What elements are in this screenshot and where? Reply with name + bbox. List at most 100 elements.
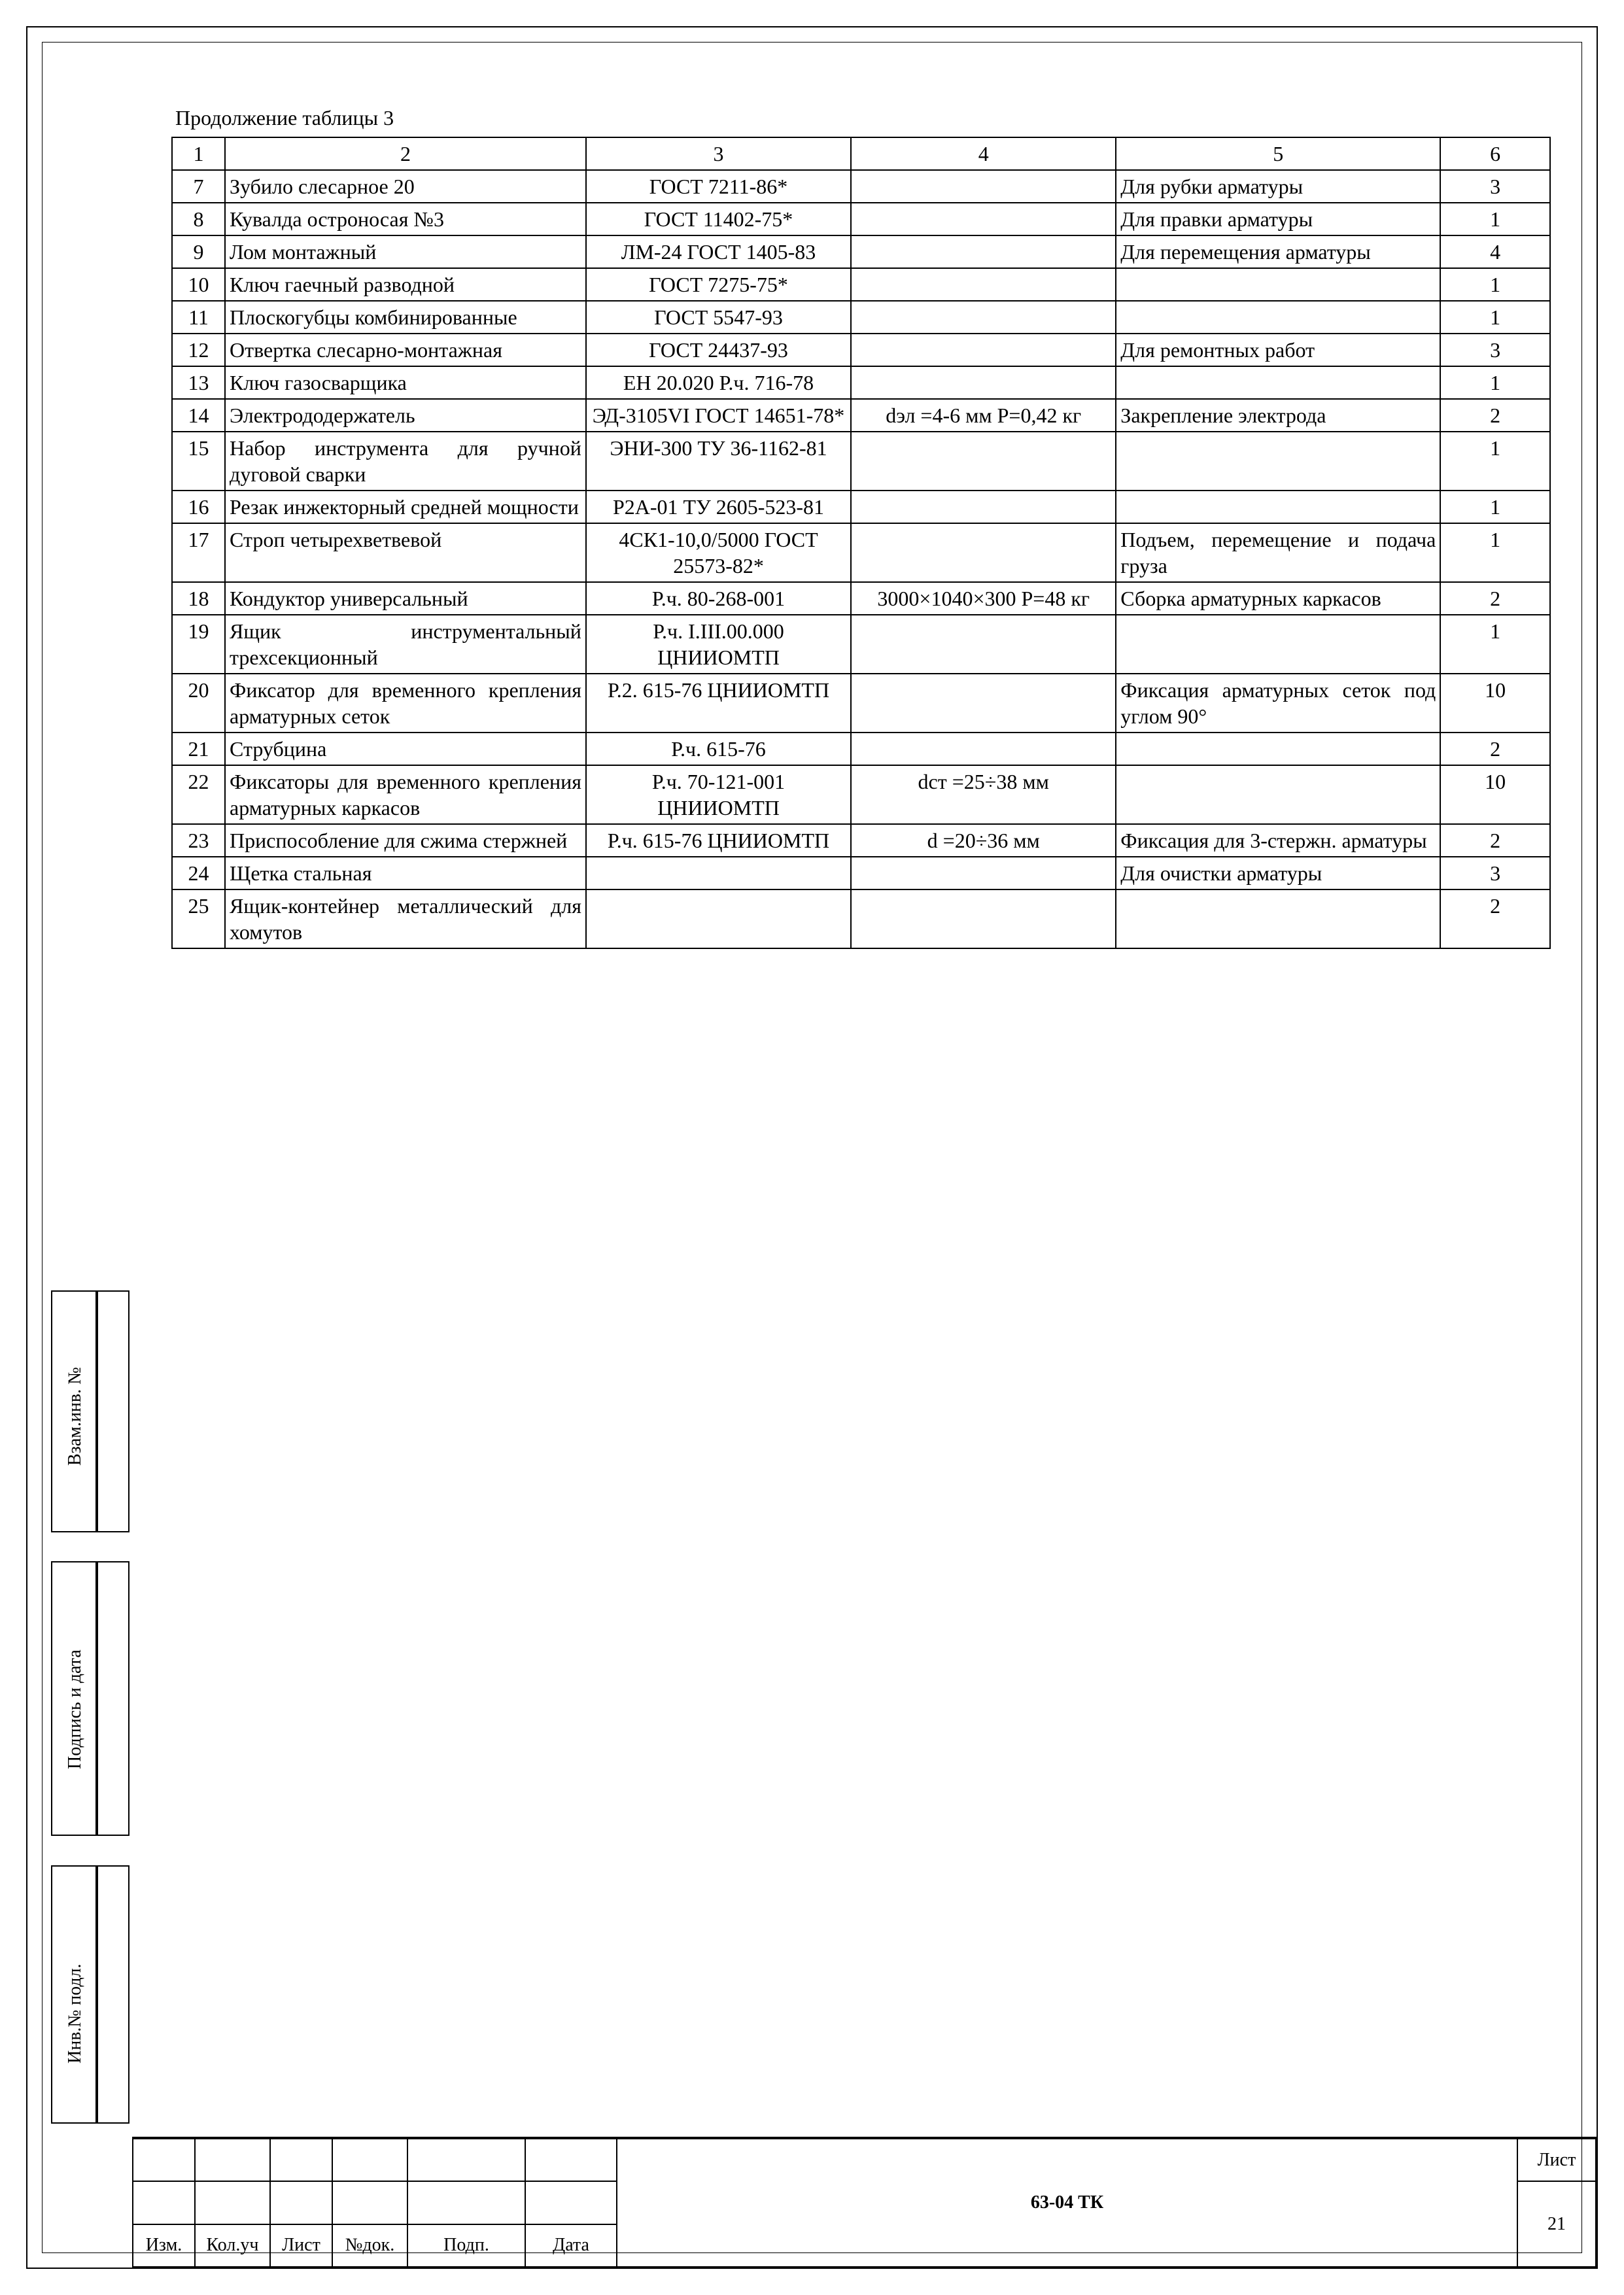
row-qty: 10 — [1440, 674, 1550, 733]
row-gost: Р.ч. 615-76 ЦНИИОМТП — [586, 824, 851, 857]
table-row: 9Лом монтажныйЛМ-24 ГОСТ 1405-83Для пере… — [172, 235, 1550, 268]
row-qty: 2 — [1440, 399, 1550, 432]
row-dim: dэл =4-6 мм Р=0,42 кг — [851, 399, 1116, 432]
row-dim: dст =25÷38 мм — [851, 765, 1116, 824]
row-dim — [851, 334, 1116, 366]
row-num: 16 — [172, 491, 225, 523]
row-purpose: Подъем, перемещение и подача груза — [1116, 523, 1440, 582]
row-num: 7 — [172, 170, 225, 203]
tb-cell-blank — [133, 2139, 195, 2181]
table-row: 21СтрубцинаР.ч. 615-762 — [172, 733, 1550, 765]
row-purpose: Для ремонтных работ — [1116, 334, 1440, 366]
row-purpose — [1116, 765, 1440, 824]
row-gost — [586, 889, 851, 948]
row-dim — [851, 268, 1116, 301]
table-row: 17Строп четырехветвевой4СК1-10,0/5000 ГО… — [172, 523, 1550, 582]
table-row: 7Зубило слесарное 20ГОСТ 7211-86*Для руб… — [172, 170, 1550, 203]
row-name: Фиксатор для временного крепления армату… — [225, 674, 586, 733]
row-num: 14 — [172, 399, 225, 432]
title-block-table: 63-04 ТК Лист 21 Изм. Кол.уч Лист №док — [132, 2138, 1597, 2268]
row-purpose: Для правки арматуры — [1116, 203, 1440, 235]
sidebar-label-inv-podl: Инв.№ подл. — [65, 1926, 86, 2063]
sheet-label: Лист — [1517, 2139, 1596, 2181]
page-frame: Продолжение таблицы 3 1 2 3 4 5 6 7Зубил… — [26, 26, 1598, 2269]
sidebar-label-podpis-data: Подпись и дата — [65, 1632, 86, 1769]
row-qty: 4 — [1440, 235, 1550, 268]
row-name: Ящик инструментальный трехсекционный — [225, 615, 586, 674]
row-qty: 3 — [1440, 857, 1550, 889]
sidebar-block-vzam-inv: Взам.инв. № — [51, 1290, 97, 1532]
row-name: Кувалда остроносая №3 — [225, 203, 586, 235]
table-row: 23Приспособление для сжима стержнейР.ч. … — [172, 824, 1550, 857]
row-name: Зубило слесарное 20 — [225, 170, 586, 203]
row-num: 18 — [172, 582, 225, 615]
row-name: Струбцина — [225, 733, 586, 765]
row-purpose — [1116, 268, 1440, 301]
row-purpose — [1116, 366, 1440, 399]
table-row: 11Плоскогубцы комбинированныеГОСТ 5547-9… — [172, 301, 1550, 334]
row-purpose — [1116, 491, 1440, 523]
row-gost: Р.ч. 80-268-001 — [586, 582, 851, 615]
tb-cell-blank — [525, 2139, 617, 2181]
row-num: 15 — [172, 432, 225, 491]
row-purpose: Для очистки арматуры — [1116, 857, 1440, 889]
title-block: 63-04 ТК Лист 21 Изм. Кол.уч Лист №док — [132, 2137, 1597, 2268]
doc-code: 63-04 ТК — [617, 2139, 1517, 2267]
header-cell-4: 4 — [851, 137, 1116, 170]
row-gost: Р.ч. 70-121-001 ЦНИИОМТП — [586, 765, 851, 824]
row-name: Набор инструмента для ручной дуговой сва… — [225, 432, 586, 491]
row-num: 17 — [172, 523, 225, 582]
row-num: 23 — [172, 824, 225, 857]
sidebar-field-podpis-data — [97, 1561, 130, 1836]
row-qty: 1 — [1440, 523, 1550, 582]
row-gost: ЭНИ-300 ТУ 36-1162-81 — [586, 432, 851, 491]
row-name: Ключ гаечный разводной — [225, 268, 586, 301]
row-dim — [851, 301, 1116, 334]
row-name: Строп четырехветвевой — [225, 523, 586, 582]
row-name: Резак инжекторный средней мощности — [225, 491, 586, 523]
row-dim — [851, 366, 1116, 399]
row-gost: ГОСТ 11402-75* — [586, 203, 851, 235]
tb-cell-blank — [407, 2181, 525, 2224]
row-qty: 2 — [1440, 824, 1550, 857]
table-row: 13Ключ газосварщикаЕН 20.020 Р.ч. 716-78… — [172, 366, 1550, 399]
row-dim — [851, 491, 1116, 523]
row-name: Отвертка слесарно-монтажная — [225, 334, 586, 366]
header-cell-5: 5 — [1116, 137, 1440, 170]
row-name: Кондуктор универсальный — [225, 582, 586, 615]
row-qty: 1 — [1440, 301, 1550, 334]
row-num: 8 — [172, 203, 225, 235]
row-purpose: Фиксация для 3-стержн. арматуры — [1116, 824, 1440, 857]
row-gost: ЛМ-24 ГОСТ 1405-83 — [586, 235, 851, 268]
row-qty: 1 — [1440, 203, 1550, 235]
sidebar-block-inv-podl: Инв.№ подл. — [51, 1865, 97, 2124]
row-num: 22 — [172, 765, 225, 824]
row-dim — [851, 615, 1116, 674]
row-qty: 2 — [1440, 889, 1550, 948]
row-dim — [851, 889, 1116, 948]
row-gost: Р.ч. I.III.00.000 ЦНИИОМТП — [586, 615, 851, 674]
row-num: 21 — [172, 733, 225, 765]
table-row: 19Ящик инструментальный трехсекционныйР.… — [172, 615, 1550, 674]
row-qty: 1 — [1440, 268, 1550, 301]
row-num: 13 — [172, 366, 225, 399]
content-area: Продолжение таблицы 3 1 2 3 4 5 6 7Зубил… — [171, 106, 1551, 2084]
row-num: 19 — [172, 615, 225, 674]
table-header-row: 1 2 3 4 5 6 — [172, 137, 1550, 170]
row-qty: 2 — [1440, 733, 1550, 765]
tb-col-koluch: Кол.уч — [195, 2224, 270, 2267]
table-body: 1 2 3 4 5 6 7Зубило слесарное 20ГОСТ 721… — [172, 137, 1550, 948]
row-qty: 10 — [1440, 765, 1550, 824]
row-num: 24 — [172, 857, 225, 889]
header-cell-2: 2 — [225, 137, 586, 170]
row-name: Фиксаторы для временного крепления армат… — [225, 765, 586, 824]
row-dim — [851, 733, 1116, 765]
row-purpose — [1116, 615, 1440, 674]
header-cell-1: 1 — [172, 137, 225, 170]
row-gost: ГОСТ 24437-93 — [586, 334, 851, 366]
row-dim — [851, 857, 1116, 889]
table-caption: Продолжение таблицы 3 — [171, 106, 1551, 130]
row-qty: 1 — [1440, 366, 1550, 399]
table-row: 20Фиксатор для временного крепления арма… — [172, 674, 1550, 733]
row-dim — [851, 523, 1116, 582]
